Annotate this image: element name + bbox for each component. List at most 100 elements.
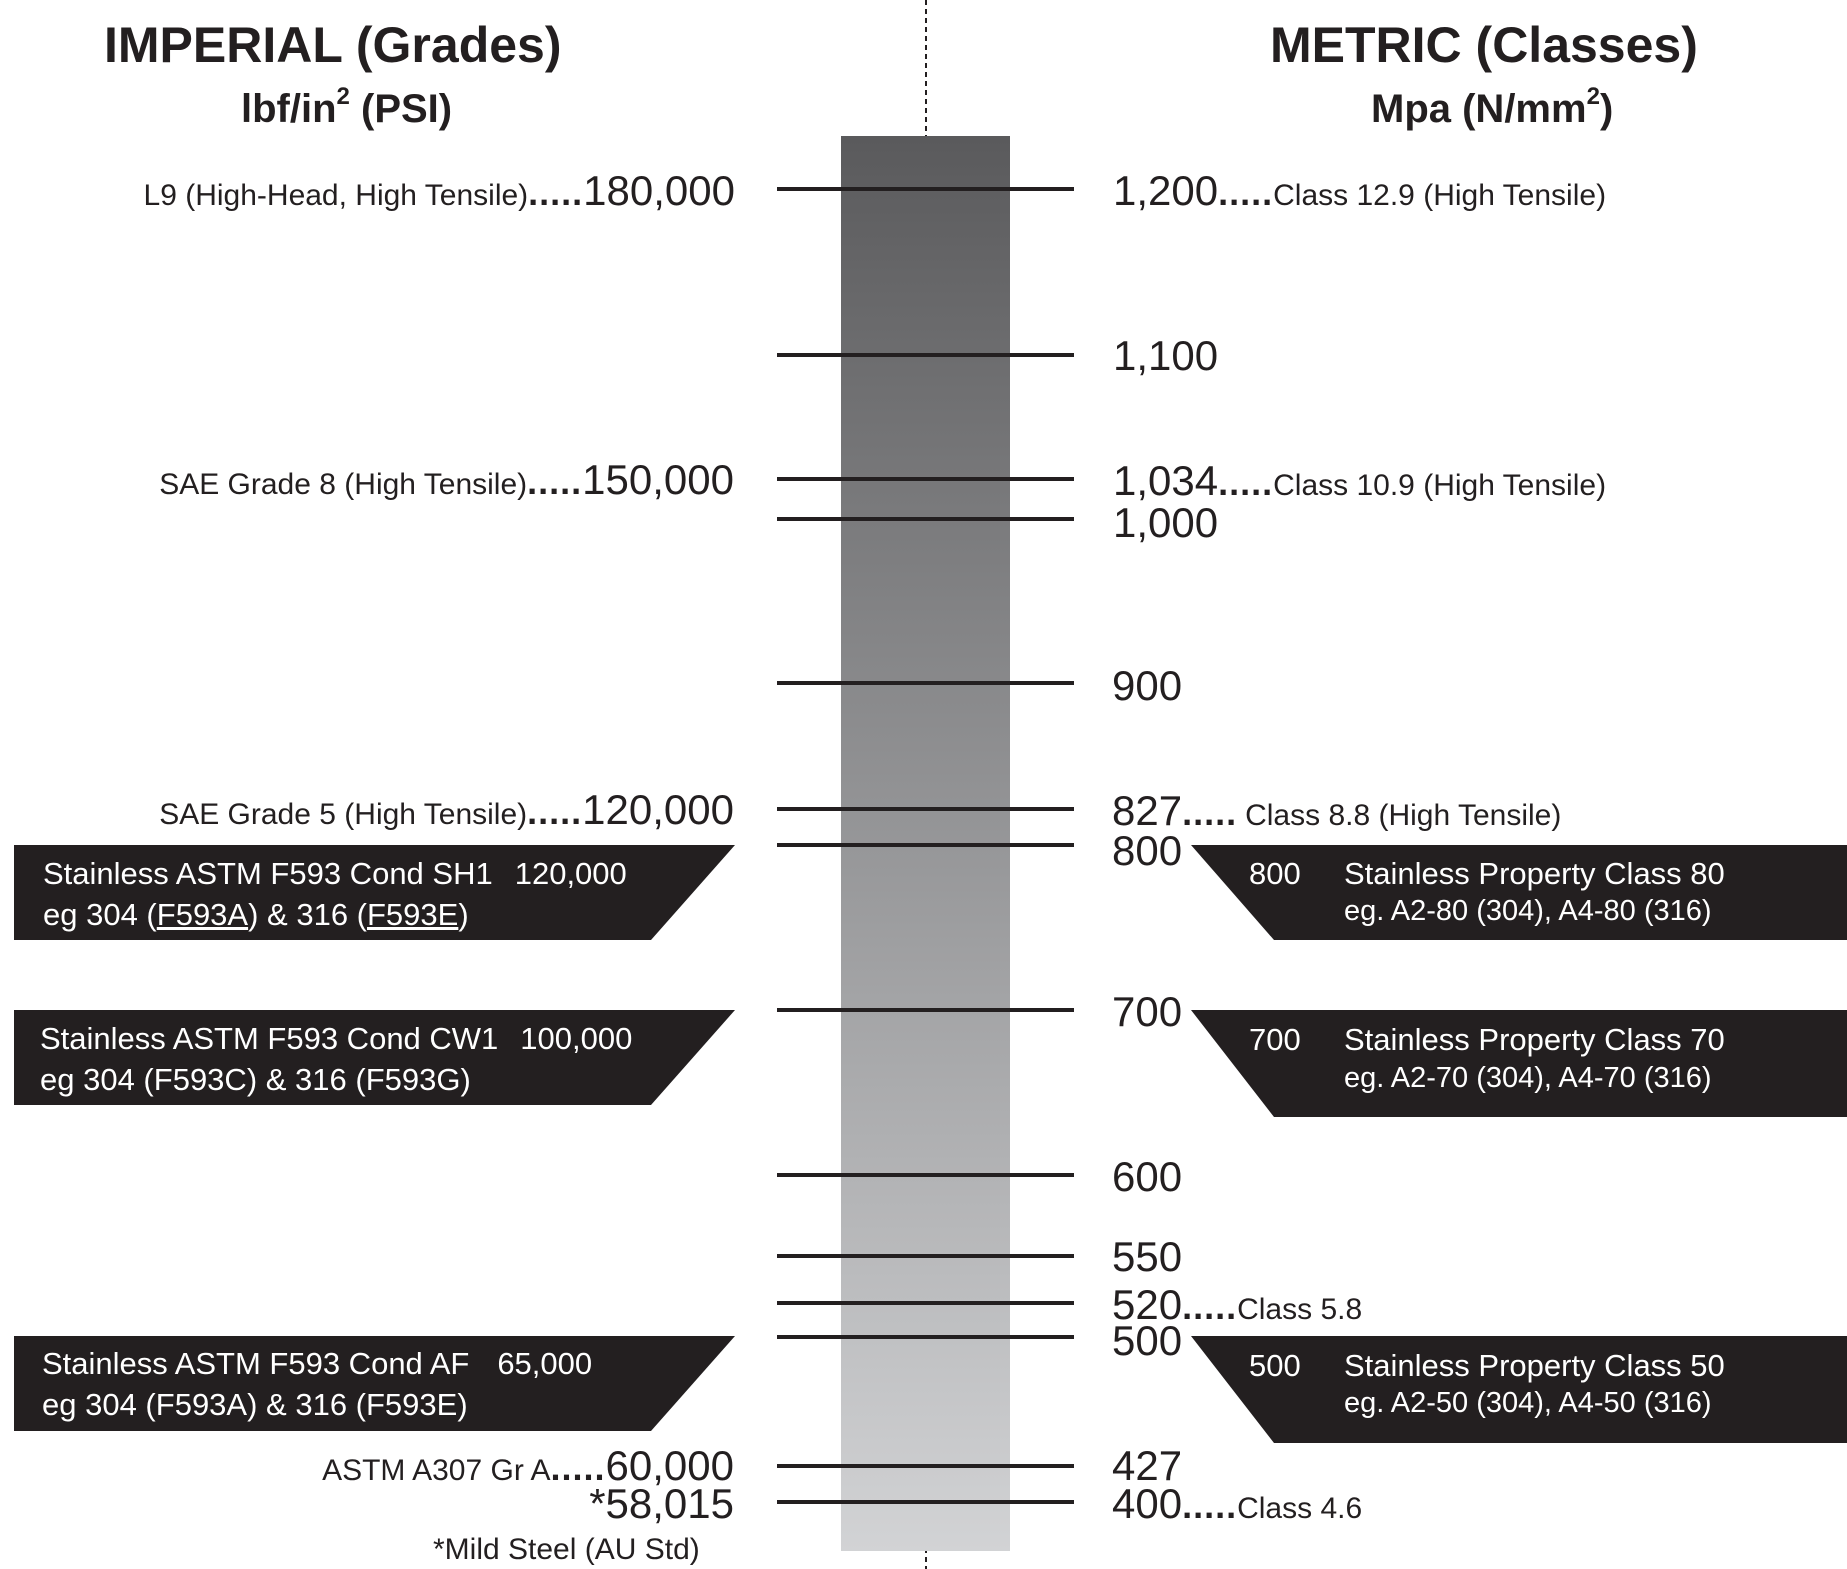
stainless-imperial-cw1-tag — [14, 1010, 735, 1105]
scale-ticks — [777, 187, 1074, 1504]
grade-psi: 180,000 — [583, 167, 735, 214]
tag-psi: 65,000 — [497, 1346, 593, 1381]
stainless-metric-80-tag — [1191, 845, 1847, 940]
grade-name: ASTM A307 Gr A — [322, 1454, 551, 1487]
imperial-unit: lbf/in2 (PSI) — [241, 85, 453, 132]
metric-value: 1,000 — [1113, 499, 1219, 546]
stainless-metric-70-value: 700 — [1249, 1022, 1301, 1057]
imperial-grade-sae8: SAE Grade 8 (High Tensile).....150,000 — [159, 459, 734, 501]
grade-dots: ..... — [527, 461, 583, 502]
tag-mid: ) & 316 ( — [246, 1062, 366, 1097]
metric-dots: ..... — [1182, 792, 1238, 833]
stainless-metric-80-example: eg. A2-80 (304), A4-80 (316) — [1344, 895, 1712, 927]
tag-code-a: F593C — [153, 1062, 247, 1097]
metric-class-520: 520.....Class 5.8 — [1112, 1284, 1362, 1326]
grade-name: SAE Grade 8 (High Tensile) — [159, 468, 528, 501]
metric-name: Class 10.9 (High Tensile) — [1273, 469, 1607, 502]
metric-class-1000: 1,000 — [1113, 502, 1218, 544]
metric-class-550: 550 — [1112, 1236, 1182, 1278]
metric-value: 1,034 — [1113, 457, 1219, 504]
imperial-unit-sup: 2 — [336, 83, 350, 110]
metric-class-1200: 1,200.....Class 12.9 (High Tensile) — [1113, 170, 1606, 212]
stainless-imperial-sh1-example: eg 304 (F593A) & 316 (F593E) — [43, 899, 469, 930]
metric-value: 800 — [1112, 827, 1183, 874]
grade-dots: ..... — [528, 172, 584, 213]
metric-value: 427 — [1112, 1442, 1183, 1489]
metric-unit-suffix: ) — [1599, 87, 1614, 131]
imperial-grade-sae5: SAE Grade 5 (High Tensile).....120,000 — [159, 789, 734, 831]
tag-post: ) — [460, 1062, 471, 1097]
metric-value: 700 — [1112, 988, 1183, 1035]
stainless-imperial-af-title: Stainless ASTM F593 Cond AF 65,000 — [42, 1348, 592, 1379]
metric-class-827: 827..... Class 8.8 (High Tensile) — [1112, 790, 1561, 832]
tag-code-b: F593E — [367, 897, 459, 932]
tag-post: ) — [458, 897, 469, 932]
metric-value: 600 — [1112, 1153, 1183, 1200]
stainless-imperial-sh1-title: Stainless ASTM F593 Cond SH1 120,000 — [43, 858, 627, 889]
metric-class-427: 427 — [1112, 1445, 1182, 1487]
stainless-metric-70-title: Stainless Property Class 70 — [1344, 1022, 1725, 1057]
tag-line1: Stainless ASTM F593 Cond AF — [42, 1346, 470, 1381]
imperial-unit-text: lbf/in — [241, 87, 337, 131]
tag-psi: 120,000 — [514, 856, 627, 891]
metric-dots: ..... — [1218, 172, 1274, 213]
stainless-metric-50-example: eg. A2-50 (304), A4-50 (316) — [1344, 1387, 1712, 1419]
stainless-metric-80-title: Stainless Property Class 80 — [1344, 856, 1725, 891]
imperial-grade-mild-steel: *58,015 — [589, 1483, 734, 1525]
metric-value: 900 — [1112, 662, 1183, 709]
metric-title: METRIC (Classes) — [1270, 17, 1698, 73]
tag-mid: ) & 316 ( — [247, 1387, 366, 1422]
tag-line1: Stainless ASTM F593 Cond CW1 — [40, 1021, 499, 1056]
metric-name: Class 4.6 — [1237, 1492, 1363, 1525]
stainless-imperial-af-example: eg 304 (F593A) & 316 (F593E) — [42, 1389, 468, 1420]
imperial-title: IMPERIAL (Grades) — [104, 17, 562, 73]
metric-class-400: 400.....Class 4.6 — [1112, 1483, 1362, 1525]
metric-unit-text: Mpa (N/mm — [1371, 87, 1587, 131]
metric-dots: ..... — [1182, 1286, 1238, 1327]
metric-name: Class 8.8 (High Tensile) — [1245, 799, 1562, 832]
grade-name: SAE Grade 5 (High Tensile) — [159, 798, 528, 831]
metric-dots: ..... — [1182, 1485, 1238, 1526]
tag-code-b: F593E — [366, 1387, 458, 1422]
grade-psi: 120,000 — [582, 786, 734, 833]
tag-mid: ) & 316 ( — [248, 897, 367, 932]
tag-code-a: F593A — [155, 1387, 248, 1422]
grade-dots: ..... — [550, 1447, 606, 1488]
stainless-tags — [14, 845, 1847, 1443]
grade-psi: *58,015 — [589, 1480, 734, 1527]
tag-psi: 100,000 — [520, 1021, 633, 1056]
tag-code-b: F593G — [365, 1062, 461, 1097]
stainless-imperial-cw1-title: Stainless ASTM F593 Cond CW1 100,000 — [40, 1023, 632, 1054]
metric-unit-sup: 2 — [1586, 83, 1600, 110]
metric-value: 827 — [1112, 787, 1183, 834]
stainless-metric-50-title: Stainless Property Class 50 — [1344, 1348, 1725, 1383]
metric-value: 400 — [1112, 1480, 1183, 1527]
tag-code-a: F593A — [156, 897, 249, 932]
grade-dots: ..... — [527, 791, 583, 832]
metric-value: 520 — [1112, 1281, 1183, 1328]
metric-dots: ..... — [1218, 462, 1274, 503]
tag-pre: eg 304 ( — [42, 1387, 156, 1422]
metric-value: 1,100 — [1113, 332, 1219, 379]
metric-class-800: 800 — [1112, 830, 1182, 872]
metric-class-700: 700 — [1112, 991, 1182, 1033]
stainless-metric-50-tag — [1191, 1336, 1847, 1443]
stainless-imperial-cw1-example: eg 304 (F593C) & 316 (F593G) — [40, 1064, 471, 1095]
tag-line1: Stainless ASTM F593 Cond SH1 — [43, 856, 493, 891]
metric-name: Class 12.9 (High Tensile) — [1273, 179, 1607, 212]
grade-psi: 60,000 — [605, 1442, 734, 1489]
imperial-unit-suffix: (PSI) — [349, 87, 453, 131]
metric-value: 1,200 — [1113, 167, 1219, 214]
grade-psi: 150,000 — [582, 456, 734, 503]
stainless-metric-80-value: 800 — [1249, 856, 1301, 891]
imperial-grade-l9: L9 (High-Head, High Tensile).....180,000 — [144, 170, 735, 212]
stainless-metric-70-tag — [1191, 1010, 1847, 1117]
metric-class-900: 900 — [1112, 665, 1182, 707]
metric-value: 500 — [1112, 1317, 1183, 1364]
imperial-grade-a307: ASTM A307 Gr A.....60,000 — [322, 1445, 734, 1487]
metric-class-1100: 1,100 — [1113, 335, 1218, 377]
metric-class-1034: 1,034.....Class 10.9 (High Tensile) — [1113, 460, 1606, 502]
footnote: *Mild Steel (AU Std) — [433, 1533, 700, 1566]
metric-class-500: 500 — [1112, 1320, 1182, 1362]
